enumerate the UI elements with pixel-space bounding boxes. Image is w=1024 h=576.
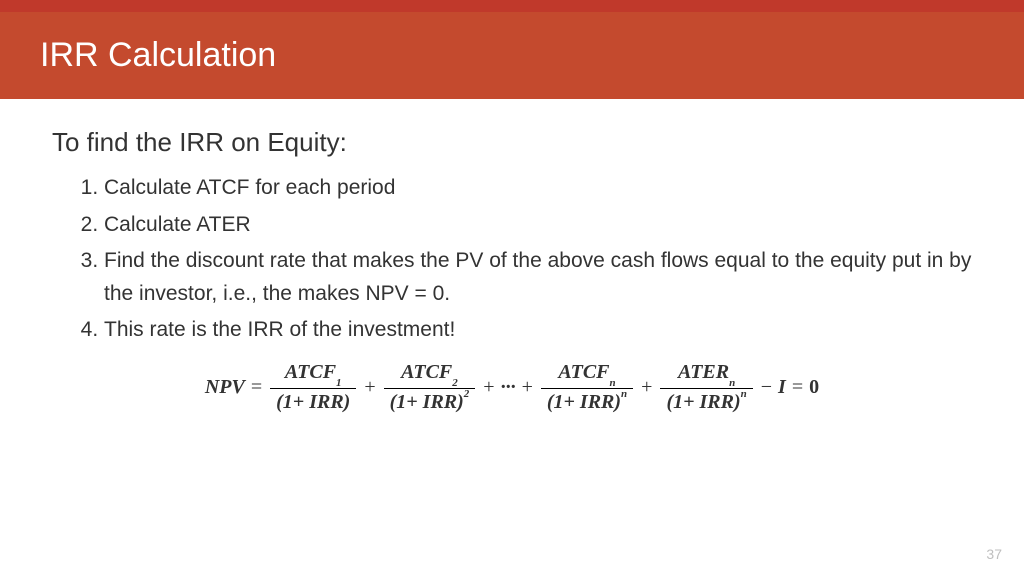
steps-list: Calculate ATCF for each period Calculate… [52,172,972,347]
slide-title: IRR Calculation [40,36,984,75]
term-sup: n [741,388,747,400]
term-num: ATER [678,361,729,383]
equals-sign: = [792,376,803,399]
term-den: (1+ IRR) [276,391,350,413]
plus-sign: + [641,376,652,399]
list-item: Calculate ATER [104,209,972,242]
minus-sign: − [761,376,772,399]
term-sub: n [729,377,735,389]
term-num: ATCF [285,361,336,383]
term-den: (1+ IRR) [547,391,621,413]
term-sub: 1 [336,377,342,389]
slide: IRR Calculation To find the IRR on Equit… [0,0,1024,576]
plus-sign: + [483,376,494,399]
formula-term-n: ATCFn (1+ IRR)n [541,361,633,414]
content-heading: To find the IRR on Equity: [52,127,972,158]
plus-sign: + [522,376,533,399]
slide-content: To find the IRR on Equity: Calculate ATC… [0,99,1024,414]
term-sub: 2 [452,377,458,389]
formula-i: I [778,376,786,399]
list-item: Calculate ATCF for each period [104,172,972,205]
list-item: This rate is the IRR of the investment! [104,314,972,347]
formula-term-2: ATCF2 (1+ IRR)2 [384,361,476,414]
equals-sign: = [251,376,262,399]
term-sup: 2 [464,388,470,400]
title-bar: IRR Calculation [0,12,1024,99]
list-item: Find the discount rate that makes the PV… [104,245,972,310]
npv-formula: NPV = ATCF1 (1+ IRR) + ATCF2 (1+ IRR)2 +… [52,361,972,414]
page-number: 37 [986,546,1002,562]
accent-bar [0,0,1024,12]
term-num: ATCF [558,361,609,383]
term-num: ATCF [401,361,452,383]
plus-sign: + [364,376,375,399]
formula-ellipsis: ··· [501,376,516,399]
term-sup: n [621,388,627,400]
term-den: (1+ IRR) [390,391,464,413]
term-sub: n [610,377,616,389]
formula-term-ater: ATERn (1+ IRR)n [660,361,752,414]
term-den: (1+ IRR) [666,391,740,413]
formula-term-1: ATCF1 (1+ IRR) [270,361,356,414]
formula-lhs: NPV [205,376,245,399]
formula-rhs: 0 [809,376,819,399]
